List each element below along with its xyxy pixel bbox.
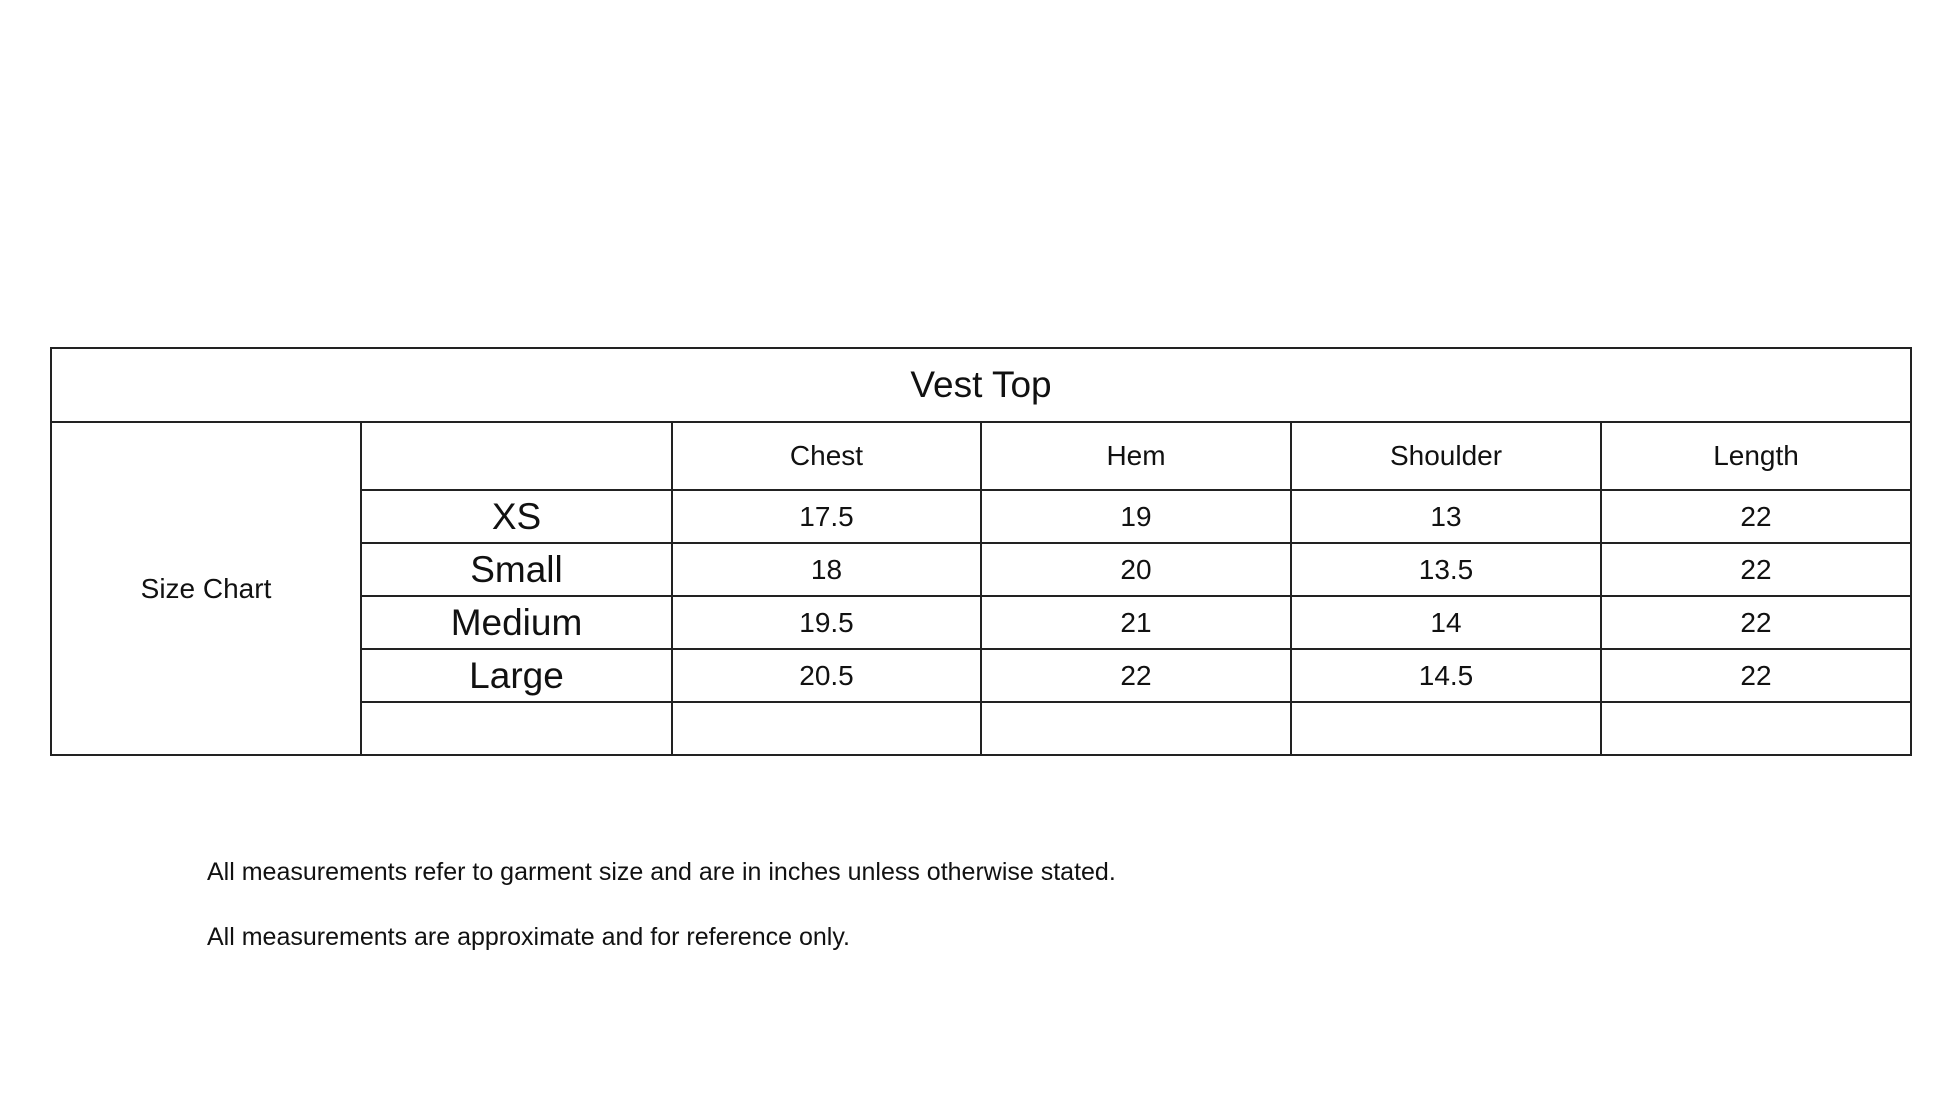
cell: 22	[980, 648, 1292, 703]
column-header: Hem	[980, 421, 1292, 491]
cell: 22	[1599, 595, 1913, 650]
empty-cell	[360, 701, 673, 756]
table-row: Large 20.5 22 14.5 22	[51, 648, 1913, 703]
empty-cell	[1599, 701, 1913, 756]
size-label: Medium	[360, 595, 673, 650]
table-row: XS 17.5 19 13 22	[51, 489, 1913, 544]
cell: 13.5	[1290, 542, 1602, 597]
cell: 20	[980, 542, 1292, 597]
cell: 22	[1599, 542, 1913, 597]
cell: 13	[1290, 489, 1602, 544]
table-row: Small 18 20 13.5 22	[51, 542, 1913, 597]
cell: 19	[980, 489, 1292, 544]
column-header: Length	[1599, 421, 1913, 491]
cell: 22	[1599, 648, 1913, 703]
table-row: Medium 19.5 21 14 22	[51, 595, 1913, 650]
header-empty-cell	[360, 421, 673, 491]
cell: 18	[671, 542, 982, 597]
note-units: All measurements refer to garment size a…	[207, 858, 1116, 886]
cell: 21	[980, 595, 1292, 650]
side-label: Size Chart	[50, 421, 362, 756]
empty-cell	[980, 701, 1292, 756]
column-header: Shoulder	[1290, 421, 1602, 491]
size-label: Small	[360, 542, 673, 597]
size-chart-table: Vest Top Size Chart Chest Hem Shoulder L…	[49, 347, 1913, 756]
column-header: Chest	[671, 421, 982, 491]
size-label: XS	[360, 489, 673, 544]
cell: 14.5	[1290, 648, 1602, 703]
cell: 14	[1290, 595, 1602, 650]
cell: 20.5	[671, 648, 982, 703]
size-label: Large	[360, 648, 673, 703]
empty-cell	[1290, 701, 1602, 756]
empty-row	[51, 701, 1913, 756]
table-title: Vest Top	[49, 347, 1913, 423]
cell: 17.5	[671, 489, 982, 544]
note-approximate: All measurements are approximate and for…	[207, 923, 850, 951]
cell: 19.5	[671, 595, 982, 650]
cell: 22	[1599, 489, 1913, 544]
empty-cell	[671, 701, 982, 756]
